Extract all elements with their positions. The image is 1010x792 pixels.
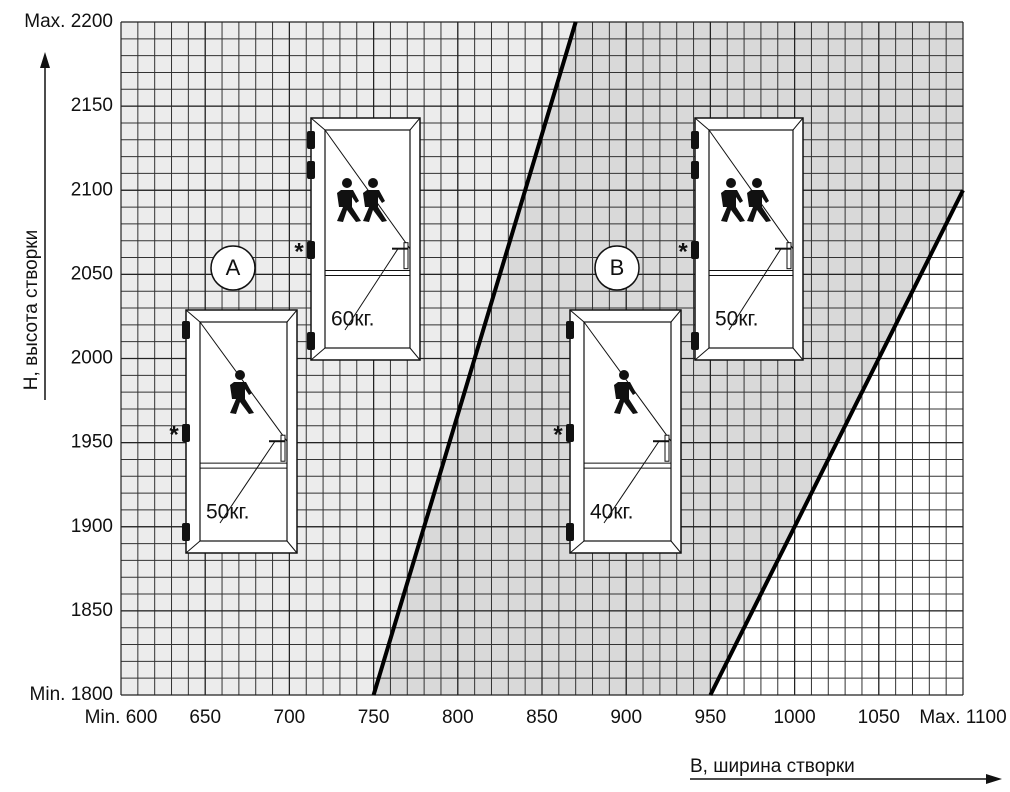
hinge: [182, 424, 190, 442]
person-head: [235, 370, 245, 380]
person-head: [619, 370, 629, 380]
zone-label: A: [226, 255, 241, 280]
y-tick-label: 2150: [71, 95, 113, 116]
x-tick-label: 950: [695, 707, 727, 728]
y-tick-label: 1900: [71, 516, 113, 537]
hinge: [182, 321, 190, 339]
x-tick-label: 750: [358, 707, 390, 728]
hinge: [307, 332, 315, 350]
door-handle: [281, 435, 285, 461]
x-tick-label: Max. 1100: [919, 707, 1006, 728]
hinge: [566, 523, 574, 541]
hinge: [691, 131, 699, 149]
x-tick-label: 850: [526, 707, 558, 728]
y-tick-label: 1850: [71, 600, 113, 621]
chart: * 50кг. * 60кг. * 40кг. * 50кг. A B Min. 600 650 70…: [0, 0, 1010, 787]
y-tick-label: Min. 1800: [30, 684, 113, 705]
y-tick-label: 1950: [71, 432, 113, 453]
person-head: [726, 178, 736, 188]
door-mark: *: [294, 238, 304, 265]
y-tick-label: 2100: [71, 179, 113, 200]
x-tick-label: 900: [610, 707, 642, 728]
person-head: [342, 178, 352, 188]
x-tick-label: 1000: [773, 707, 815, 728]
hinge: [691, 332, 699, 350]
x-tick-label: 800: [442, 707, 474, 728]
door-mark: *: [169, 421, 179, 448]
hinge: [566, 321, 574, 339]
x-arrowhead: [986, 774, 1002, 784]
x-tick-label: 1050: [858, 707, 900, 728]
hinge: [307, 131, 315, 149]
hinge: [566, 424, 574, 442]
x-tick-label: 700: [274, 707, 306, 728]
door-weight: 50кг.: [715, 308, 758, 331]
hinge: [307, 241, 315, 259]
hinge: [307, 161, 315, 179]
door-handle: [787, 243, 791, 269]
door-mark: *: [678, 238, 688, 265]
x-axis-label: B, ширина створки: [690, 756, 855, 777]
zone-label: B: [610, 255, 625, 280]
door-mark: *: [553, 421, 563, 448]
person-head: [752, 178, 762, 188]
hinge: [182, 523, 190, 541]
door-weight: 40кг.: [590, 501, 633, 524]
x-tick-label: Min. 600: [85, 707, 158, 728]
hinge: [691, 161, 699, 179]
y-axis-label: H, высота створки: [21, 230, 42, 390]
hinge: [691, 241, 699, 259]
door-weight: 60кг.: [331, 308, 374, 331]
person-head: [368, 178, 378, 188]
y-tick-label: Max. 2200: [24, 11, 113, 32]
door-handle: [404, 243, 408, 269]
y-tick-label: 2000: [71, 348, 113, 369]
x-tick-label: 650: [189, 707, 221, 728]
door-handle: [665, 435, 669, 461]
y-arrowhead: [40, 52, 50, 68]
y-tick-label: 2050: [71, 263, 113, 284]
door-weight: 50кг.: [206, 501, 249, 524]
